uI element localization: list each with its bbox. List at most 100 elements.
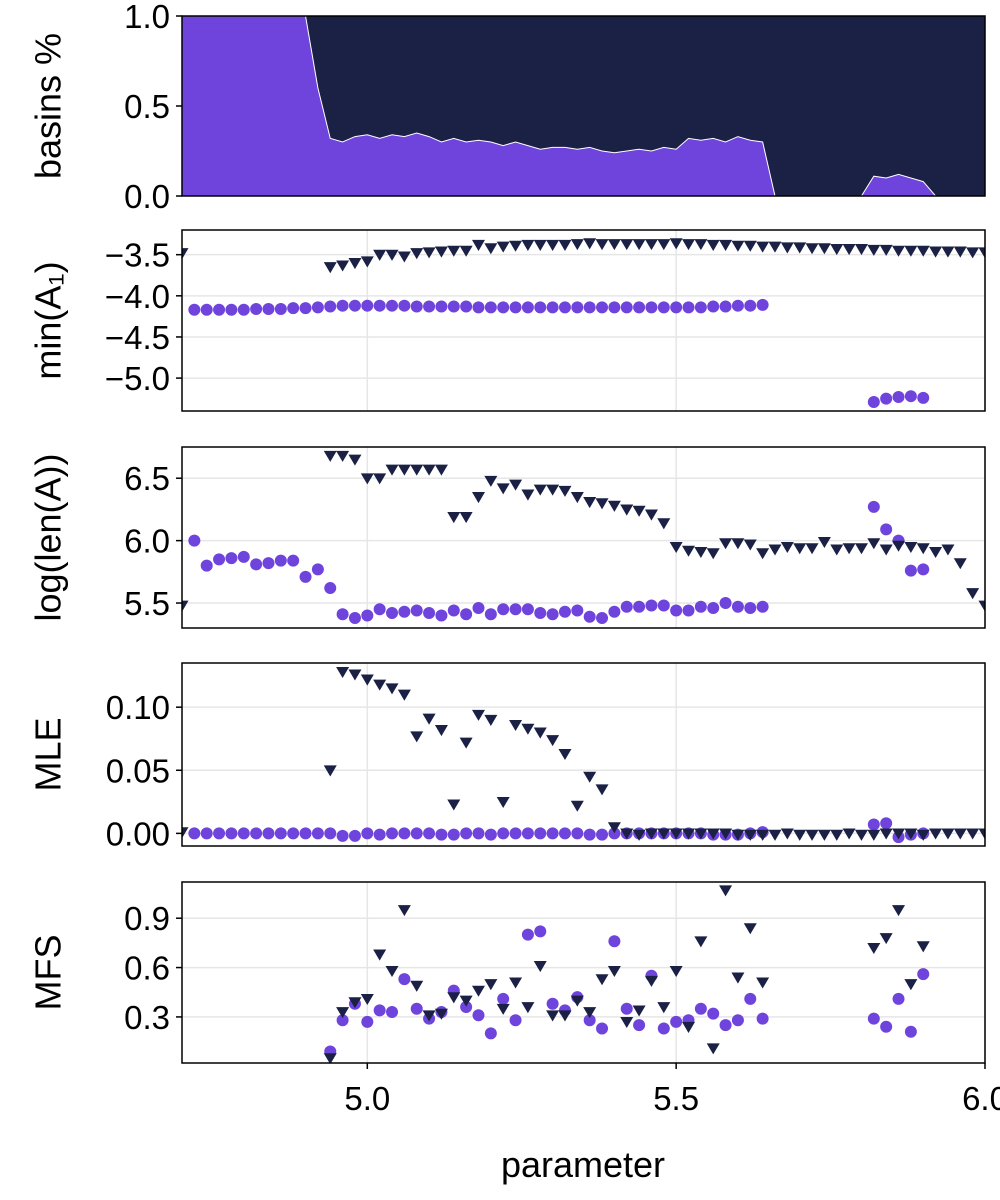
triangle-marker bbox=[570, 239, 584, 251]
y-tick-label: −4.0 bbox=[105, 278, 170, 315]
triangle-marker bbox=[830, 829, 844, 841]
triangle-marker bbox=[336, 1007, 350, 1019]
circle-marker bbox=[904, 564, 917, 577]
circle-marker bbox=[447, 828, 460, 841]
triangle-marker bbox=[583, 497, 597, 509]
triangle-marker bbox=[385, 683, 399, 695]
triangle-marker bbox=[607, 822, 621, 834]
triangle-marker bbox=[768, 544, 782, 556]
triangle-marker bbox=[941, 544, 955, 556]
circle-marker bbox=[867, 818, 880, 831]
triangle-marker bbox=[373, 679, 387, 691]
circle-marker bbox=[460, 1001, 473, 1014]
triangle-marker bbox=[830, 244, 844, 256]
circle-marker bbox=[410, 604, 423, 617]
circle-marker bbox=[596, 301, 609, 314]
triangle-marker bbox=[694, 828, 708, 840]
triangle-marker bbox=[620, 828, 634, 840]
circle-marker bbox=[608, 827, 621, 840]
triangle-marker bbox=[682, 828, 696, 840]
triangle-marker bbox=[743, 923, 757, 935]
triangle-marker bbox=[546, 1010, 560, 1022]
circle-marker bbox=[583, 610, 596, 623]
panel-frame bbox=[181, 229, 986, 412]
circle-marker bbox=[534, 827, 547, 840]
circle-marker bbox=[200, 827, 213, 840]
circle-marker bbox=[361, 609, 374, 622]
circle-marker bbox=[348, 829, 361, 842]
triangle-marker bbox=[570, 995, 584, 1007]
circle-marker bbox=[386, 299, 399, 312]
circle-marker bbox=[744, 602, 757, 615]
triangle-marker bbox=[879, 544, 893, 556]
triangle-marker bbox=[879, 828, 893, 840]
triangle-marker bbox=[422, 464, 436, 476]
triangle-marker bbox=[904, 245, 918, 257]
y-tick-label: −5.0 bbox=[105, 360, 170, 397]
circle-marker bbox=[398, 605, 411, 618]
circle-marker bbox=[917, 563, 930, 576]
circle-marker bbox=[571, 604, 584, 617]
circle-marker bbox=[336, 829, 349, 842]
circle-marker bbox=[373, 603, 386, 616]
triangle-marker bbox=[743, 829, 757, 841]
circle-marker bbox=[546, 301, 559, 314]
triangle-marker bbox=[558, 485, 572, 497]
triangle-marker bbox=[434, 725, 448, 737]
circle-marker bbox=[596, 1022, 609, 1035]
triangle-marker bbox=[694, 936, 708, 948]
triangle-marker bbox=[793, 242, 807, 254]
triangle-marker bbox=[336, 666, 350, 679]
circle-marker bbox=[707, 1007, 720, 1020]
triangle-marker bbox=[595, 239, 609, 251]
circle-marker bbox=[596, 828, 609, 841]
circle-marker bbox=[299, 827, 312, 840]
circle-marker bbox=[620, 600, 633, 613]
panel-3: 5.5 6.0 6.5 log(len(A)) bbox=[28, 446, 986, 629]
triangle-marker bbox=[978, 828, 985, 840]
circle-marker bbox=[744, 299, 757, 312]
triangle-marker bbox=[459, 995, 473, 1007]
triangle-marker bbox=[706, 828, 720, 840]
circle-marker bbox=[311, 827, 324, 840]
circle-marker bbox=[880, 817, 893, 830]
triangle-marker bbox=[793, 543, 807, 555]
triangle-marker bbox=[978, 247, 985, 259]
triangle-marker bbox=[830, 544, 844, 556]
circle-marker bbox=[694, 301, 707, 314]
circle-marker bbox=[423, 300, 436, 313]
triangle-marker bbox=[892, 540, 906, 552]
triangle-marker bbox=[867, 244, 881, 256]
triangle-marker bbox=[521, 239, 535, 251]
x-tick-label: 5.5 bbox=[653, 1080, 699, 1117]
triangle-marker bbox=[719, 828, 733, 840]
circle-marker bbox=[744, 992, 757, 1005]
triangle-marker bbox=[521, 723, 535, 735]
triangle-marker bbox=[533, 239, 547, 251]
y-tick-label: 6.0 bbox=[124, 523, 170, 560]
triangle-marker bbox=[385, 249, 399, 261]
triangle-marker bbox=[632, 829, 646, 841]
circle-marker bbox=[633, 1019, 646, 1032]
circle-marker bbox=[583, 1014, 596, 1027]
triangle-marker bbox=[459, 245, 473, 257]
circle-marker bbox=[398, 827, 411, 840]
triangle-marker bbox=[780, 541, 794, 554]
triangle-marker bbox=[953, 246, 967, 258]
circle-marker bbox=[633, 301, 646, 314]
x-axis-title: parameter bbox=[501, 1144, 665, 1185]
triangle-marker bbox=[879, 244, 893, 256]
circle-marker bbox=[608, 605, 621, 618]
circle-marker bbox=[521, 928, 534, 941]
triangle-marker bbox=[323, 765, 337, 777]
circle-marker bbox=[188, 534, 201, 547]
panel-5: 0.3 0.6 0.9 MFS bbox=[28, 881, 986, 1064]
triangle-marker bbox=[916, 245, 930, 257]
triangle-marker bbox=[756, 977, 770, 989]
circle-marker bbox=[200, 303, 213, 316]
circle-marker bbox=[546, 608, 559, 621]
triangle-marker bbox=[620, 1016, 634, 1029]
triangle-marker bbox=[953, 828, 967, 840]
triangle-marker bbox=[583, 771, 597, 783]
triangle-marker bbox=[509, 977, 523, 989]
